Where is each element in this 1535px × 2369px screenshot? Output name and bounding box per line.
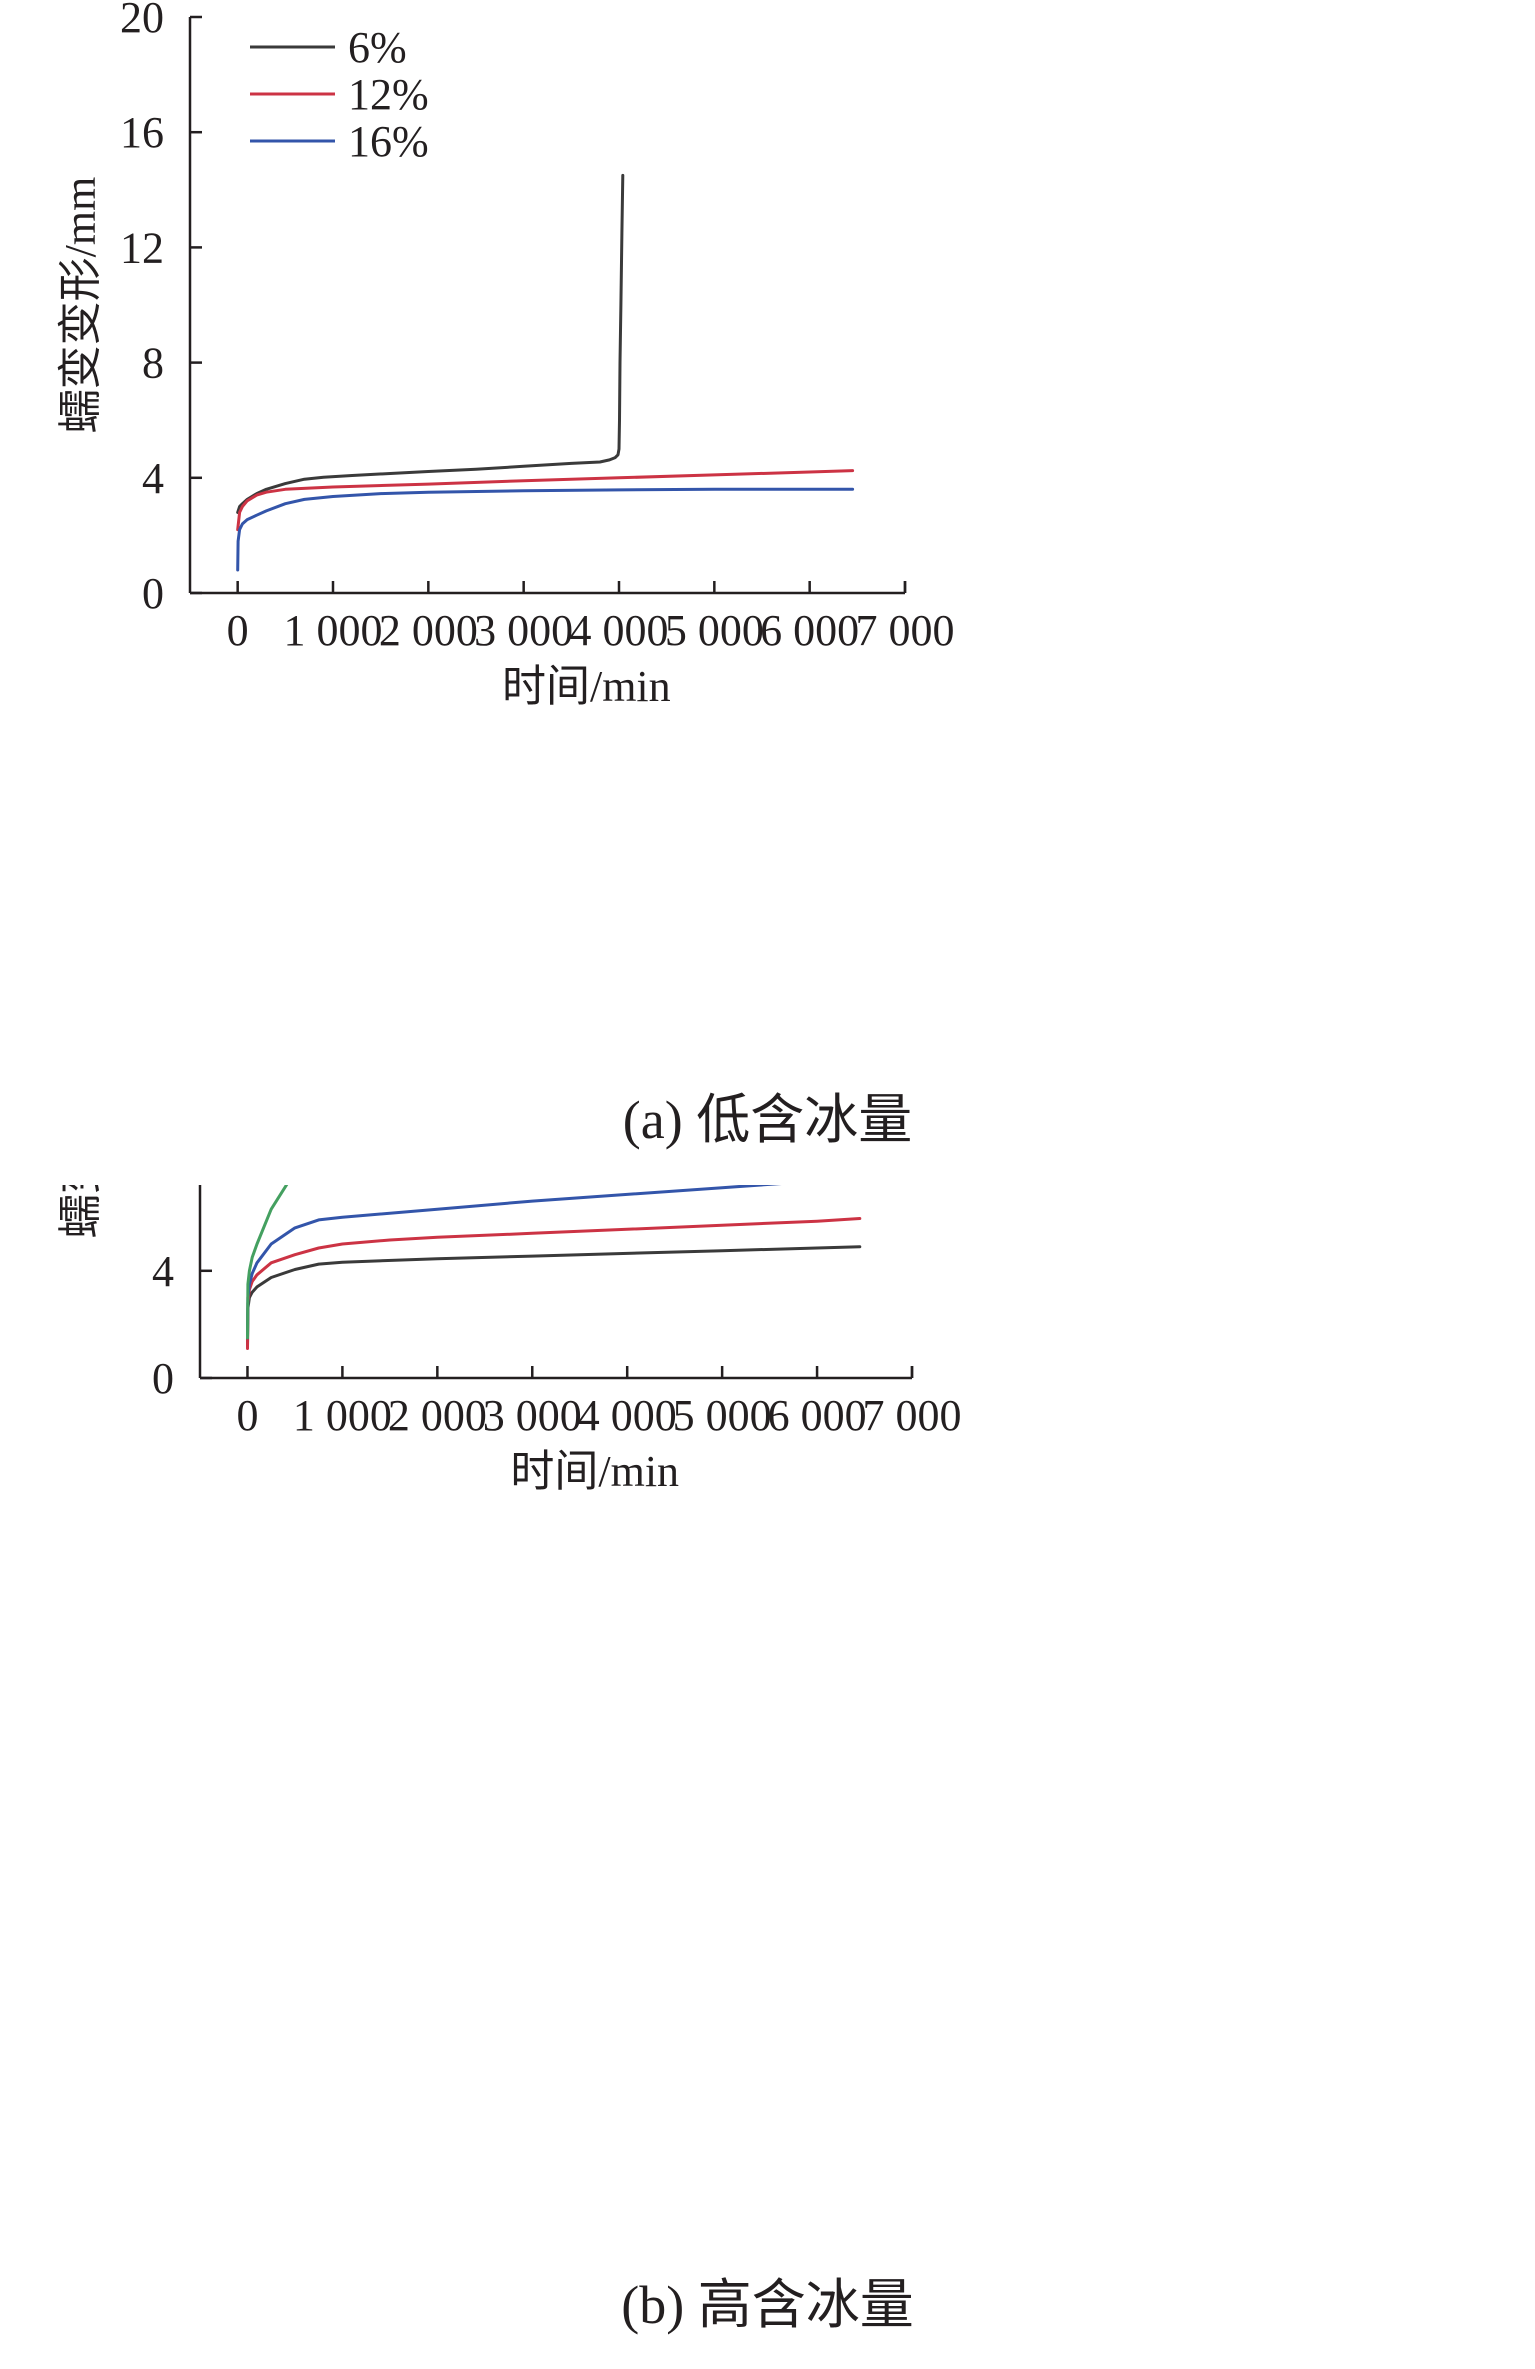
x-tick-label: 1 000: [284, 606, 383, 655]
y-tick-label: 16: [120, 108, 164, 157]
x-tick-label: 2 000: [388, 1391, 487, 1440]
y-axis-title: 蠕变变形/mm: [56, 177, 105, 434]
y-tick-label: 8: [152, 1185, 174, 1189]
chart-panel-a: 0 4 8 12 16 20 0 1 000 2 000 3 000 4 000 5 000 6 000…: [56, 0, 955, 1150]
x-tick-label: 5 000: [665, 606, 764, 655]
series-line-23pct: [246, 1245, 862, 1348]
x-tick-label: 6 000: [760, 606, 859, 655]
y-tick-label: 4: [142, 454, 164, 503]
series-line-80pct: [246, 1185, 289, 1340]
series-line-12pct: [236, 469, 855, 532]
chart-a-caption: (a) 低含冰量: [622, 1090, 913, 1150]
series-line-6pct: [236, 173, 625, 514]
x-tick-label: 3 000: [483, 1391, 582, 1440]
y-axis-title: 蠕变变形/mm: [56, 1185, 105, 1238]
x-tick-label: 1 000: [293, 1391, 392, 1440]
legend-label: 6%: [348, 23, 407, 72]
x-tick-label: 5 000: [673, 1391, 772, 1440]
series-line-36pct: [246, 1217, 862, 1350]
y-tick-label: 0: [142, 569, 164, 618]
x-tick-label: 4 000: [578, 1391, 677, 1440]
chart-b-caption: (b) 高含冰量: [621, 2275, 914, 2335]
legend-label: 12%: [348, 70, 429, 119]
y-tick-label: 8: [142, 339, 164, 388]
y-tick-label: 20: [120, 0, 164, 42]
x-axis-title: 时间/min: [502, 662, 671, 711]
y-tick-label: 4: [152, 1247, 174, 1296]
x-tick-label: 7 000: [863, 1391, 962, 1440]
x-tick-label: 0: [236, 1391, 258, 1440]
y-tick-label: 0: [152, 1354, 174, 1403]
x-tick-label: 2 000: [379, 606, 478, 655]
y-tick-label: 12: [120, 223, 164, 272]
x-tick-label: 7 000: [856, 606, 955, 655]
x-tick-label: 6 000: [768, 1391, 867, 1440]
series-line-60pct: [246, 1185, 782, 1340]
x-axis-title: 时间/min: [510, 1447, 679, 1496]
series-line-16pct: [236, 487, 855, 572]
legend-label: 16%: [348, 117, 429, 166]
x-tick-label: 4 000: [570, 606, 669, 655]
x-tick-label: 0: [227, 606, 249, 655]
x-tick-label: 3 000: [474, 606, 573, 655]
